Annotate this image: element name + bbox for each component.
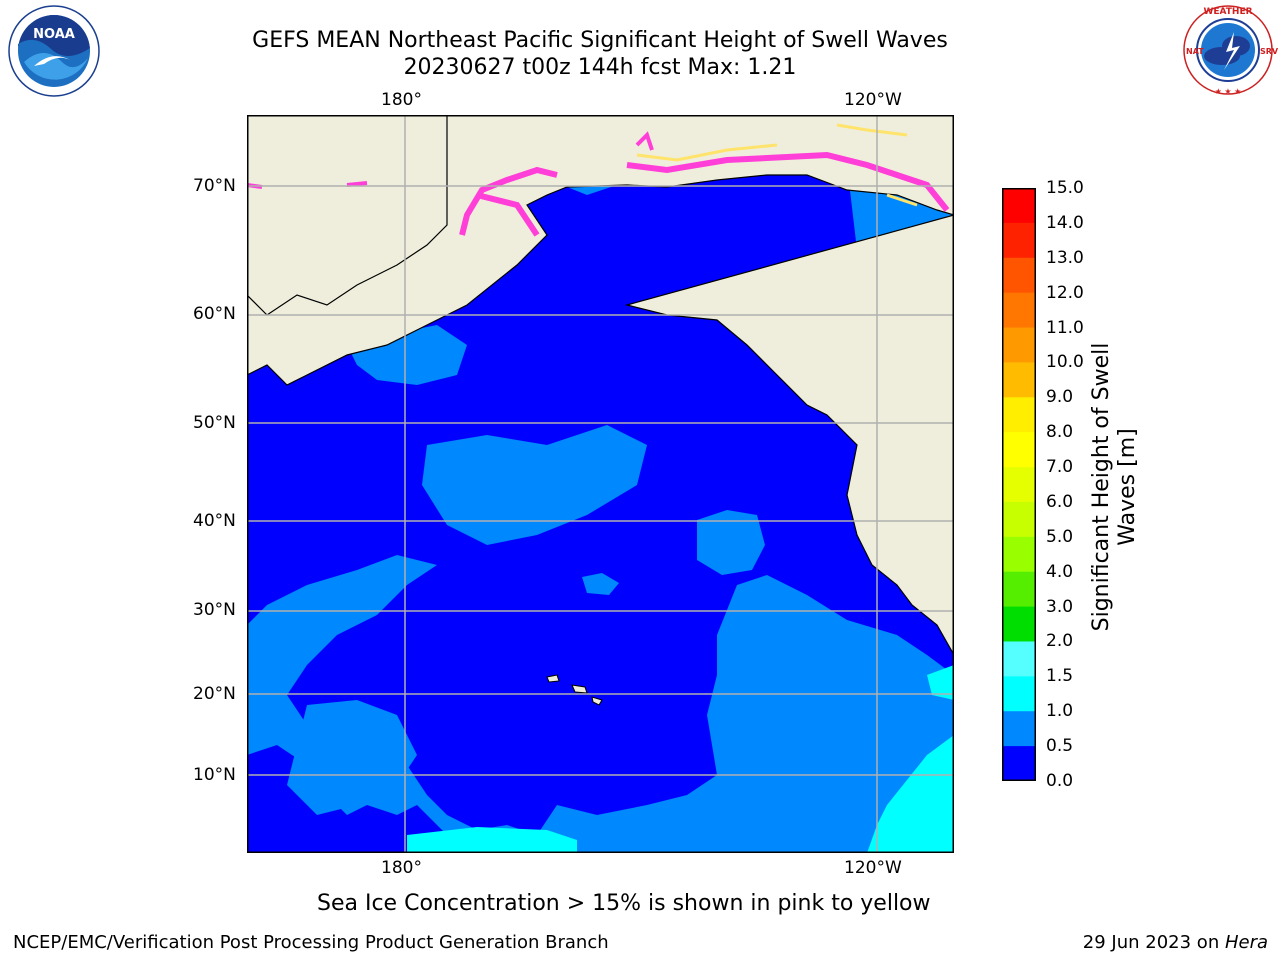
sea-ice-beaufort-edge <box>636 123 918 207</box>
swell-patch-small <box>582 573 619 595</box>
colorbar-tick-label: 6.0 <box>1046 491 1074 512</box>
colorbar-tick-labels: 15.0 14.0 13.0 12.0 11.0 10.0 9.0 8.0 7.0 6.0 5.0 4… <box>1046 178 1106 793</box>
colorbar-band <box>1002 536 1036 573</box>
lat-label-60n: 60°N <box>193 304 236 324</box>
noaa-logo: NOAA <box>8 5 100 97</box>
swell-cyan-east <box>867 735 954 853</box>
colorbar-tick-label: 8.0 <box>1046 422 1074 443</box>
colorbar-band <box>1002 746 1036 781</box>
colorbar-tick-label: 0.5 <box>1046 736 1074 757</box>
lon-label-bottom-180: 180° <box>381 858 422 878</box>
svg-text:SRV: SRV <box>1260 47 1278 56</box>
swell-patch-southwest <box>287 700 417 815</box>
colorbar-tick-label: 1.0 <box>1046 701 1074 722</box>
colorbar-title-line2: Waves [m] <box>1115 428 1140 546</box>
colorbar-band <box>1002 292 1036 329</box>
colorbar-tick-label: 3.0 <box>1046 596 1074 617</box>
colorbar-tick-label: 12.0 <box>1046 282 1084 303</box>
colorbar-tick-label: 4.0 <box>1046 561 1074 582</box>
colorbar-band <box>1002 397 1036 433</box>
lon-label-bottom-120w: 120°W <box>844 858 902 878</box>
colorbar-band <box>1002 362 1036 398</box>
colorbar-tick-label: 10.0 <box>1046 352 1084 373</box>
colorbar-tick-label: 5.0 <box>1046 526 1074 547</box>
lat-label-30n: 30°N <box>193 600 236 620</box>
lat-label-50n: 50°N <box>193 413 236 433</box>
colorbar-band <box>1002 606 1036 642</box>
swell-cyan-south <box>407 827 577 853</box>
noaa-logo-text: NOAA <box>33 27 75 42</box>
chart-subtitle: 20230627 t00z 144h fcst Max: 1.21 <box>403 55 797 80</box>
swell-cyan-hawaii-east <box>927 665 954 700</box>
colorbar-band <box>1002 501 1036 538</box>
colorbar <box>1002 188 1036 781</box>
footer-date-text: 29 Jun 2023 on <box>1082 932 1225 953</box>
svg-text:NAT: NAT <box>1186 47 1204 56</box>
hawaii-islands <box>546 674 603 706</box>
colorbar-tick-label: 1.5 <box>1046 666 1074 687</box>
colorbar-title-line1: Significant Height of Swell <box>1089 342 1114 632</box>
sea-ice-chukchi <box>459 166 558 237</box>
lat-label-70n: 70°N <box>193 176 236 196</box>
colorbar-band <box>1002 188 1036 224</box>
colorbar-tick-label: 11.0 <box>1046 317 1084 338</box>
colorbar-tick-label: 14.0 <box>1046 212 1084 233</box>
svg-text:★ ★ ★: ★ ★ ★ <box>1215 87 1242 96</box>
swell-patch-central <box>422 425 647 545</box>
lon-label-top-120w: 120°W <box>844 90 902 110</box>
map-plot <box>247 115 954 853</box>
land-bering-coast <box>247 115 448 316</box>
sea-ice-note: Sea Ice Concentration > 15% is shown in … <box>317 891 931 916</box>
graticule <box>247 115 954 853</box>
footer-date: 29 Jun 2023 on Hera <box>1083 932 1268 953</box>
lat-label-40n: 40°N <box>193 511 236 531</box>
nws-logo: WEATHER NAT SRV ★ ★ ★ <box>1183 5 1278 96</box>
land-north-america <box>624 214 954 657</box>
lat-label-10n: 10°N <box>193 765 236 785</box>
colorbar-tick-label: 9.0 <box>1046 387 1074 408</box>
footer-credit: NCEP/EMC/Verification Post Processing Pr… <box>13 932 609 953</box>
colorbar-tick-label: 7.0 <box>1046 457 1074 478</box>
colorbar-band <box>1002 432 1036 468</box>
colorbar-swatches <box>1002 188 1036 781</box>
lat-label-20n: 20°N <box>193 684 236 704</box>
colorbar-band <box>1002 327 1036 363</box>
colorbar-band <box>1002 676 1036 712</box>
colorbar-band <box>1002 641 1036 677</box>
map-frame <box>247 115 954 853</box>
colorbar-tick-label: 15.0 <box>1046 178 1084 198</box>
colorbar-tick-label: 0.0 <box>1046 771 1074 791</box>
colorbar-tick-label: 13.0 <box>1046 247 1084 268</box>
svg-text:WEATHER: WEATHER <box>1203 7 1252 17</box>
colorbar-band <box>1002 571 1036 608</box>
swell-patch-east <box>697 510 765 575</box>
lon-label-top-180: 180° <box>381 90 422 110</box>
colorbar-band <box>1002 467 1036 503</box>
colorbar-band <box>1002 257 1036 294</box>
sea-ice-beaufort <box>626 151 950 212</box>
colorbar-tick-label: 2.0 <box>1046 631 1074 652</box>
chart-title: GEFS MEAN Northeast Pacific Significant … <box>252 28 948 53</box>
colorbar-band <box>1002 711 1036 747</box>
colorbar-band <box>1002 222 1036 259</box>
footer-host: Hera <box>1224 932 1268 953</box>
